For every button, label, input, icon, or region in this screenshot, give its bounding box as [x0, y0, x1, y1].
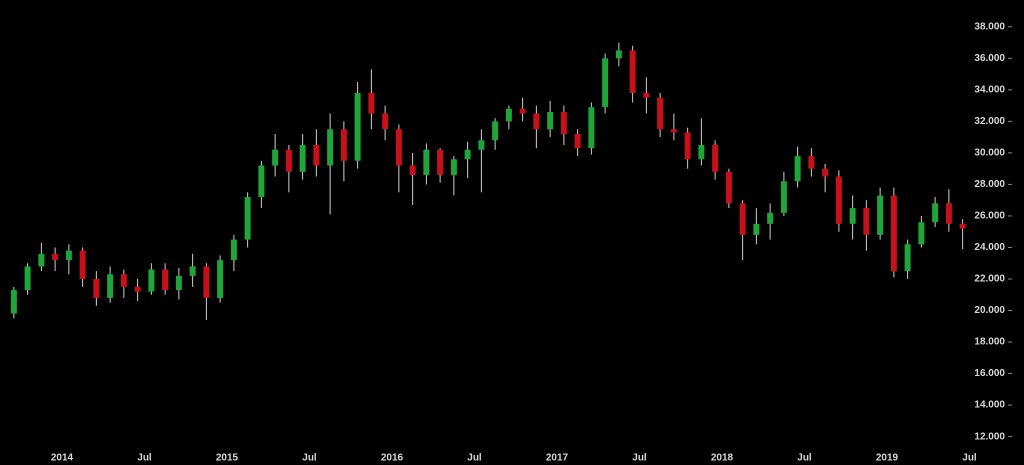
candle-body: [409, 165, 416, 175]
candle-body: [849, 208, 856, 224]
candle-body: [217, 260, 224, 298]
candle-body: [684, 132, 691, 160]
candle-body: [478, 140, 485, 150]
candle-body: [780, 181, 787, 213]
y-tick-label: 16.000: [974, 368, 1005, 379]
candle-body: [835, 176, 842, 224]
candle-body: [382, 113, 389, 130]
x-tick-label: 2019: [876, 453, 899, 464]
candle-body: [38, 253, 45, 267]
x-tick-label: Jul: [632, 453, 647, 464]
candle-body: [52, 253, 59, 261]
candle-body: [712, 145, 719, 172]
candle-body: [753, 223, 760, 235]
x-tick-label: Jul: [467, 453, 482, 464]
candle-body: [890, 195, 897, 272]
candle-body: [533, 113, 540, 130]
candle-body: [299, 145, 306, 172]
candle-body: [725, 171, 732, 204]
candle-body: [794, 156, 801, 182]
candle-body: [505, 108, 512, 122]
x-tick-label: 2015: [216, 453, 239, 464]
candle-body: [134, 286, 141, 292]
y-tick-label: 36.000: [974, 53, 1005, 64]
candle-body: [877, 195, 884, 235]
candle-body: [313, 145, 320, 166]
candle-body: [79, 250, 86, 279]
y-tick-label: 34.000: [974, 84, 1005, 95]
candle-body: [65, 250, 72, 261]
x-tick-label: Jul: [797, 453, 812, 464]
candle-body: [822, 168, 829, 177]
candle-body: [327, 129, 334, 166]
x-tick-label: 2018: [711, 453, 734, 464]
candle-body: [492, 121, 499, 141]
candle-body: [285, 149, 292, 172]
y-tick-label: 26.000: [974, 211, 1005, 222]
x-tick-label: 2017: [546, 453, 569, 464]
candle-body: [767, 212, 774, 224]
candle-body: [739, 203, 746, 235]
y-tick-label: 14.000: [974, 400, 1005, 411]
candle-body: [629, 50, 636, 93]
y-tick-label: 38.000: [974, 21, 1005, 32]
candle-body: [945, 203, 952, 224]
y-tick-label: 22.000: [974, 274, 1005, 285]
candle-body: [354, 93, 361, 161]
candle-body: [423, 149, 430, 175]
candle-body: [24, 266, 31, 291]
candle-body: [175, 275, 182, 291]
candle-body: [932, 203, 939, 223]
candle-body: [258, 165, 265, 198]
candle-body: [615, 50, 622, 59]
candle-body: [643, 93, 650, 98]
candle-body: [602, 58, 609, 108]
candle-body: [368, 93, 375, 114]
candle-body: [244, 197, 251, 240]
candle-body: [464, 149, 471, 160]
candle-body: [162, 269, 169, 291]
y-tick-label: 28.000: [974, 179, 1005, 190]
candle-body: [10, 290, 17, 314]
x-tick-label: 2016: [381, 453, 404, 464]
candle-body: [395, 129, 402, 166]
candle-body: [437, 149, 444, 175]
x-tick-label: Jul: [962, 453, 977, 464]
y-tick-label: 32.000: [974, 116, 1005, 127]
candle-body: [93, 279, 100, 298]
candle-body: [670, 129, 677, 133]
candle-body: [450, 159, 457, 175]
candle-body: [272, 149, 279, 166]
x-tick-label: Jul: [302, 453, 317, 464]
y-tick-label: 18.000: [974, 337, 1005, 348]
candle-body: [863, 208, 870, 235]
x-tick-label: Jul: [137, 453, 152, 464]
candle-body: [189, 266, 196, 276]
candle-body: [519, 108, 526, 114]
candle-body: [340, 129, 347, 161]
y-tick-label: 24.000: [974, 242, 1005, 253]
candle-body: [107, 274, 114, 298]
candle-body: [203, 266, 210, 298]
x-tick-label: 2014: [51, 453, 74, 464]
candle-body: [230, 239, 237, 261]
candle-body: [918, 222, 925, 245]
y-tick-label: 12.000: [974, 431, 1005, 442]
y-tick-label: 30.000: [974, 148, 1005, 159]
candle-body: [657, 97, 664, 130]
candle-body: [588, 107, 595, 149]
candle-body: [560, 111, 567, 134]
candle-body: [904, 244, 911, 272]
candle-body: [574, 133, 581, 149]
candle-body: [148, 269, 155, 292]
y-tick-label: 20.000: [974, 305, 1005, 316]
candle-body: [808, 156, 815, 169]
candle-body: [959, 223, 966, 229]
candle-body: [547, 111, 554, 130]
candle-body: [698, 145, 705, 160]
candle-body: [120, 274, 127, 287]
